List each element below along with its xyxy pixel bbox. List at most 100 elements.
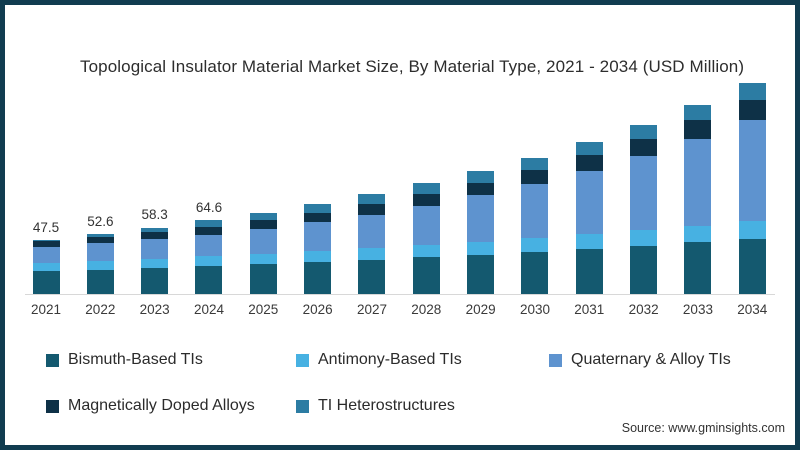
x-axis-label: 2027 [356,302,387,317]
bar-segment [630,138,658,156]
x-axis-label: 2026 [302,302,333,317]
bar-segment [32,271,60,294]
x-axis-line [25,294,775,295]
x-axis-label: 2031 [574,302,605,317]
bar-segment [86,261,114,270]
bar-value-label: 52.6 [87,213,114,229]
bar-segment [575,248,603,294]
bar-segment [358,194,386,204]
bar-segment [358,248,386,260]
bar-segment [575,170,603,234]
bar-segment [738,238,766,294]
bar-2033 [684,105,712,294]
bar-2025 [249,212,277,294]
bar-segment [249,220,277,230]
legend-swatch-icon [46,399,59,413]
bar-segment [412,183,440,195]
bar-segment [141,258,169,268]
legend: Bismuth-Based TIs Antimony-Based TIs Quate… [46,351,731,415]
x-axis-label: 2025 [248,302,279,317]
bar-segment [467,254,495,294]
bar-segment [684,120,712,139]
bar-segment [738,99,766,121]
bar-segment [521,169,549,184]
bar-segment [630,155,658,230]
bar-segment [630,124,658,139]
chart-title: Topological Insulator Material Market Si… [80,57,745,76]
bar-segment [141,239,169,259]
legend-label: Antimony-Based TIs [318,351,462,368]
x-axis-label: 2023 [139,302,170,317]
bar-segment [195,226,223,235]
bar-value-label: 58.3 [141,207,168,223]
bar-segment [141,268,169,294]
x-axis-label: 2022 [85,302,116,317]
x-axis-label: 2024 [193,302,224,317]
bar-2028 [412,183,440,294]
bar-segment [738,120,766,221]
x-axis-label: 2029 [465,302,496,317]
legend-item: Antimony-Based TIs [296,351,549,369]
bar-segment [249,229,277,254]
bar-segment [304,212,332,223]
bar-segment [412,244,440,258]
bar-segment [32,239,60,242]
bar-segment [304,251,332,263]
legend-item: Magnetically Doped Alloys [46,397,296,415]
bar-segment [630,229,658,246]
source-text: Source: www.gminsights.com [621,421,785,435]
bar-segment [358,204,386,215]
bar-segment [467,182,495,196]
x-axis-label: 2021 [30,302,62,317]
bar-segment [195,266,223,294]
bar-segment [195,220,223,227]
legend-swatch-icon [296,399,309,413]
bar-2027 [358,194,386,294]
bar-segment [412,205,440,245]
bar-segment [141,231,169,240]
bar-segment [249,253,277,265]
bar-segment [684,242,712,294]
bar-2034 [738,83,766,294]
bar-segment [521,183,549,238]
bar-segment [738,220,766,239]
bar-segment [86,234,114,237]
bar-segment [86,236,114,244]
bar-segment [86,243,114,262]
bar-segment [521,157,549,170]
bar-2026 [304,203,332,294]
bar-segment [467,195,495,242]
bar-value-label: 47.5 [32,219,60,235]
legend-item: Quaternary & Alloy TIs [549,351,731,369]
legend-swatch-icon [296,353,309,367]
bar-segment [86,269,114,294]
bar-segment [412,257,440,294]
bar-segment [684,225,712,243]
bar-segment [575,142,603,156]
bar-segment [304,262,332,294]
bar-segment [32,241,60,247]
bar-segment [575,234,603,249]
bar-segment [249,264,277,294]
bar-2021 [32,239,60,294]
bar-segment [412,194,440,206]
x-axis-label: 2033 [682,302,713,317]
legend-swatch-icon [46,353,59,367]
bar-segment [467,171,495,183]
bar-segment [32,263,60,272]
x-axis-label: 2028 [411,302,442,317]
bar-segment [32,246,60,264]
bar-segment [630,245,658,294]
bar-2032 [630,124,658,294]
legend-label: Magnetically Doped Alloys [68,397,255,414]
bar-2024 [195,220,223,294]
bar-segment [141,227,169,232]
x-axis-label: 2032 [628,302,659,317]
bar-segment [684,105,712,121]
legend-label: TI Heterostructures [318,397,455,414]
bar-2022 [86,234,114,294]
bar-segment [575,155,603,171]
legend-label: Bismuth-Based TIs [68,351,203,368]
legend-item: TI Heterostructures [296,397,549,415]
